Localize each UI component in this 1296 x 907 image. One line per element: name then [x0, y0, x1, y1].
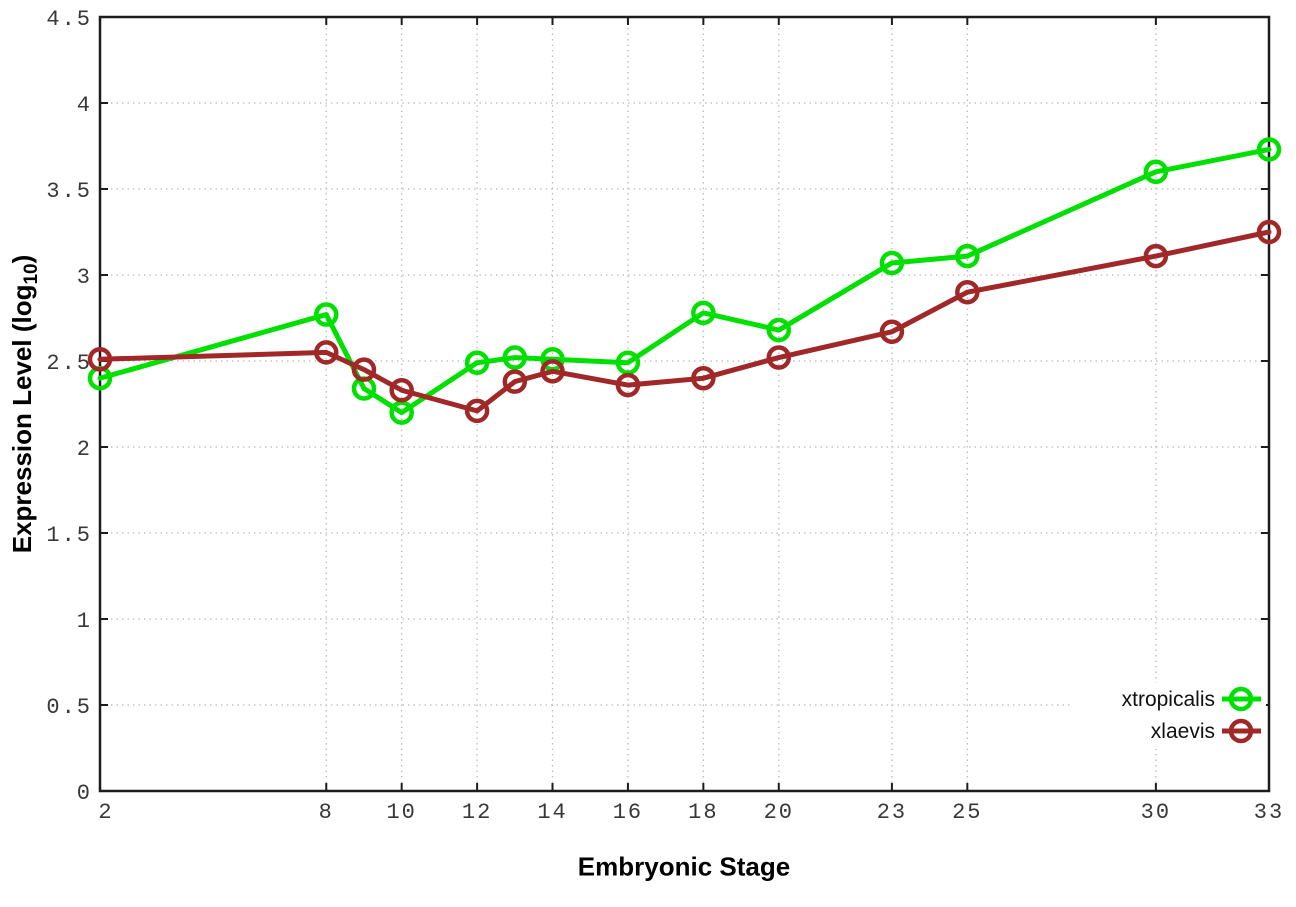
legend-sample-marker-xtropicalis — [1228, 686, 1254, 712]
x-tick-label: 12 — [462, 800, 492, 825]
x-tick-label: 8 — [319, 800, 334, 825]
data-point-xlaevis — [1256, 219, 1282, 245]
data-point-xlaevis — [691, 365, 716, 391]
data-point-xtropicalis — [879, 250, 905, 276]
y-tick-label: 2 — [77, 437, 92, 462]
x-tick-label: 2 — [98, 800, 113, 825]
data-point-xlaevis — [87, 347, 113, 372]
legend-label-xlaevis: xlaevis — [1151, 720, 1215, 743]
y-tick-label: 0.5 — [46, 695, 92, 720]
legend-sample-marker-xlaevis — [1228, 718, 1254, 744]
data-point-xlaevis — [1143, 243, 1169, 269]
x-tick-label: 25 — [952, 800, 982, 825]
data-point-xlaevis — [766, 345, 792, 370]
x-tick-label: 16 — [613, 800, 643, 825]
y-axis-title-subscript: 10 — [21, 263, 43, 285]
y-tick-label: 3.5 — [46, 179, 92, 204]
data-point-xtropicalis — [389, 400, 414, 425]
y-axis-title-text: Expression Level (log — [6, 284, 37, 554]
data-point-xlaevis — [351, 357, 377, 382]
data-point-xlaevis — [540, 359, 565, 384]
data-point-xtropicalis — [1143, 159, 1169, 185]
x-tick-label: 18 — [688, 800, 718, 825]
y-axis-title: Expression Level (log10) — [7, 255, 43, 554]
y-axis-title-close: ) — [6, 254, 37, 264]
data-point-xtropicalis — [766, 317, 792, 343]
data-point-xlaevis — [615, 372, 641, 398]
data-point-xlaevis — [879, 319, 905, 345]
data-point-xtropicalis — [615, 350, 641, 375]
y-tick-label: 4 — [77, 93, 92, 118]
series-line-xlaevis — [97, 229, 1272, 414]
y-tick-label: 3 — [77, 265, 92, 290]
plot-border — [98, 15, 1271, 793]
data-point-xtropicalis — [691, 300, 716, 326]
x-tick-label: 30 — [1141, 800, 1171, 825]
x-tick-label: 10 — [386, 800, 416, 825]
data-point-xlaevis — [389, 377, 414, 403]
data-point-xtropicalis — [464, 350, 490, 375]
data-point-xtropicalis — [1256, 137, 1282, 162]
legend-label-xtropicalis: xtropicalis — [1122, 688, 1215, 711]
data-point-xlaevis — [955, 279, 980, 305]
x-axis-title: Embryonic Stage — [577, 851, 791, 882]
y-tick-label: 1 — [77, 609, 92, 634]
data-point-xlaevis — [464, 398, 490, 424]
y-tick-label: 0 — [77, 781, 92, 806]
series-line-xtropicalis — [97, 146, 1272, 416]
data-point-xlaevis — [502, 369, 528, 394]
x-tick-label: 33 — [1254, 800, 1284, 825]
x-tick-label: 23 — [877, 800, 907, 825]
data-point-xtropicalis — [502, 345, 528, 370]
y-tick-label: 4.5 — [46, 7, 92, 32]
x-tick-label: 20 — [764, 800, 794, 825]
y-tick-label: 2.5 — [46, 351, 92, 376]
x-tick-label: 14 — [537, 800, 567, 825]
data-point-xlaevis — [314, 340, 339, 365]
data-point-xtropicalis — [955, 243, 980, 269]
data-point-xtropicalis — [314, 302, 339, 327]
y-tick-label: 1.5 — [46, 523, 92, 548]
